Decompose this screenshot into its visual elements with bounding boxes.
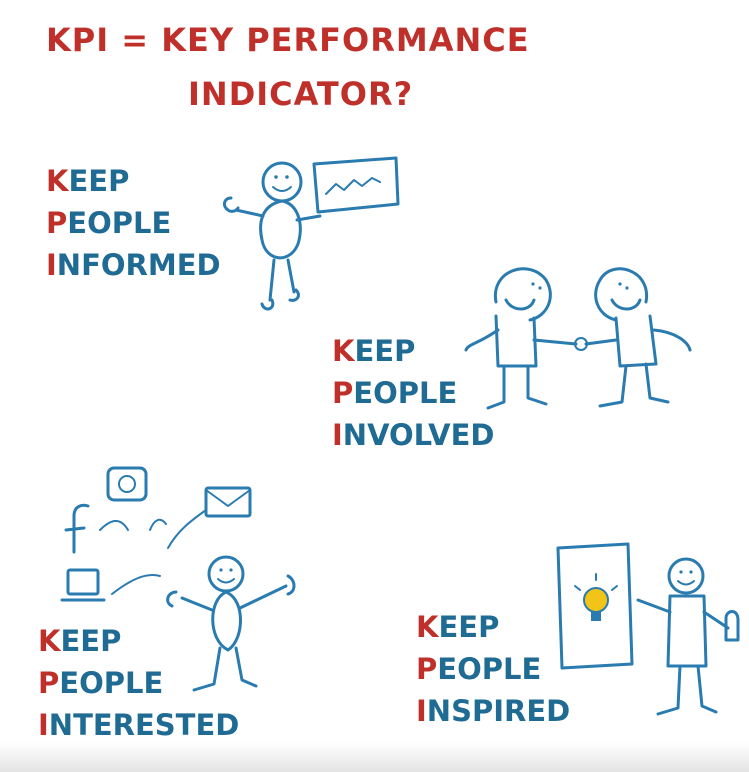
acronym-informed: KEEP PEOPLE INFORMED xyxy=(46,160,221,286)
acronym-inspired: KEEP PEOPLE INSPIRED xyxy=(416,606,570,732)
email-icon xyxy=(204,486,252,518)
facebook-icon xyxy=(64,503,90,554)
chart-board xyxy=(312,156,400,214)
acronym-word-people: PEOPLE xyxy=(332,376,458,410)
acronym-word-people: PEOPLE xyxy=(46,206,172,240)
title-line-2: INDICATOR? xyxy=(188,75,414,113)
acronym-word-inspired: INSPIRED xyxy=(416,694,571,728)
acronym-word-interested: INTERESTED xyxy=(38,708,240,742)
acronym-word-keep: KEEP xyxy=(416,610,500,644)
acronym-word-people: PEOPLE xyxy=(38,666,164,700)
stick-figure-handshake xyxy=(464,267,692,410)
acronym-word-people: PEOPLE xyxy=(416,652,542,686)
arrows xyxy=(99,509,207,595)
acronym-word-involved: INVOLVED xyxy=(332,418,495,452)
stick-figure-presenting xyxy=(222,161,322,311)
acronym-word-keep: KEEP xyxy=(332,334,416,368)
laptop-icon xyxy=(60,568,106,602)
acronym-word-informed: INFORMED xyxy=(46,248,221,282)
instagram-icon xyxy=(106,466,148,502)
thumbs-up-icon xyxy=(724,610,740,642)
lightbulb-icon xyxy=(574,573,618,621)
bottom-fade xyxy=(0,742,749,772)
acronym-involved: KEEP PEOPLE INVOLVED xyxy=(332,330,494,456)
acronym-word-keep: KEEP xyxy=(46,164,130,198)
stick-figure-juggling xyxy=(166,555,296,692)
stick-figure-thumbs-up xyxy=(636,557,730,716)
acronym-interested: KEEP PEOPLE INTERESTED xyxy=(38,620,239,746)
title-line-1: KPI = KEY PERFORMANCE xyxy=(46,21,530,59)
idea-board xyxy=(556,542,634,670)
acronym-word-keep: KEEP xyxy=(38,624,122,658)
